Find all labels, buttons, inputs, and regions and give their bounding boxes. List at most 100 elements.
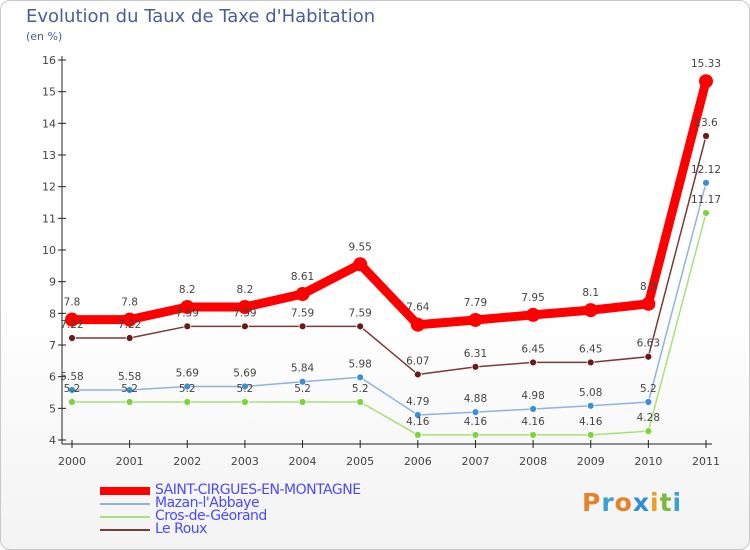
x-tick-label: 2008 (519, 455, 547, 468)
data-point (298, 322, 307, 331)
data-point (413, 431, 422, 439)
series-2 (68, 209, 710, 439)
data-label: 4.98 (521, 390, 544, 402)
x-tick-label: 2005 (346, 455, 374, 468)
data-label: 7.59 (348, 307, 371, 319)
y-tick-label: 4 (49, 434, 56, 447)
data-label: 4.88 (464, 393, 487, 405)
x-tick-label: 2006 (404, 455, 432, 468)
y-tick-label: 8 (49, 307, 56, 320)
data-label: 5.2 (352, 383, 369, 395)
legend-label: Le Roux (155, 521, 207, 537)
legend-item: SAINT-CIRGUES-EN-MONTAGNE (100, 482, 430, 498)
series-line (67, 76, 711, 330)
data-point (356, 322, 365, 331)
data-label: 6.45 (521, 343, 544, 355)
data-point (183, 322, 192, 331)
data-point (702, 209, 710, 217)
data-point (68, 334, 76, 342)
data-label: 7.59 (291, 307, 314, 319)
data-point (356, 373, 365, 382)
data-point (237, 300, 252, 314)
y-tick-label: 6 (49, 371, 56, 384)
data-label: 6.63 (637, 338, 660, 350)
data-label: 5.2 (121, 383, 138, 395)
chart-axes: 4 5 6 7 8 9 10 11 12 13 14 15 16 2000 2001 2002 2003 2004… (42, 54, 720, 468)
data-label: 4.28 (637, 412, 660, 424)
data-label: 7.22 (60, 319, 83, 331)
logo-letter: r (601, 488, 615, 517)
y-tick-label: 10 (42, 244, 56, 257)
data-point (471, 408, 480, 417)
x-tick-label: 2007 (461, 455, 489, 468)
data-point (586, 431, 595, 439)
data-label: 5.2 (294, 383, 311, 395)
data-label: 7.79 (464, 297, 487, 309)
series-line (71, 212, 707, 436)
data-label: 8.1 (582, 287, 599, 299)
legend-item: Cros-de-Géorand (100, 508, 430, 524)
y-tick-label: 12 (42, 181, 56, 194)
legend-swatch (100, 502, 150, 505)
legend-item: Mazan-l'Abbaye (100, 495, 430, 511)
data-label: 5.58 (118, 371, 141, 383)
legend-label: SAINT-CIRGUES-EN-MONTAGNE (155, 482, 361, 498)
data-label: 5.08 (579, 387, 602, 399)
data-label: 7.8 (121, 297, 138, 309)
data-point (125, 334, 134, 342)
data-point (353, 257, 368, 272)
logo-letter: i (672, 488, 683, 517)
data-point (583, 303, 598, 318)
series-line (71, 135, 707, 376)
data-point (122, 312, 137, 327)
legend-swatch (100, 486, 150, 495)
logo-letter: i (650, 488, 660, 517)
data-label: 7.59 (233, 307, 256, 319)
chart-series (65, 74, 713, 439)
series-0 (65, 74, 713, 332)
x-tick-label: 2002 (173, 455, 201, 468)
data-label: 9.55 (348, 241, 371, 253)
data-point (241, 382, 249, 391)
data-point (241, 322, 249, 331)
x-tick-label: 2000 (58, 455, 86, 468)
chart-legend: SAINT-CIRGUES-EN-MONTAGNE Mazan-l'Abbaye C… (100, 482, 430, 537)
data-label: 5.69 (233, 367, 256, 379)
logo-letter: x (632, 488, 650, 517)
data-point (295, 287, 310, 302)
data-point (699, 74, 713, 89)
data-label: 4.16 (464, 416, 488, 428)
data-label: 7.64 (406, 302, 430, 314)
data-label: 5.69 (176, 367, 199, 379)
data-label: 5.58 (60, 371, 83, 383)
data-point (529, 405, 537, 413)
data-label: 6.07 (406, 355, 429, 367)
data-point (68, 398, 76, 406)
data-point (471, 431, 480, 439)
x-tick-label: 2004 (289, 455, 317, 468)
y-tick-label: 14 (42, 117, 56, 130)
y-tick-label: 9 (49, 276, 56, 289)
legend-swatch (100, 528, 150, 531)
data-label: 6.31 (464, 348, 487, 360)
data-label: 15.33 (691, 58, 721, 70)
y-tick-label: 5 (49, 402, 56, 415)
data-point (468, 312, 483, 327)
data-label: 7.59 (176, 307, 199, 319)
data-point (183, 382, 192, 391)
data-point (529, 431, 537, 439)
logo-letter: t (659, 488, 673, 517)
y-tick-label: 15 (42, 86, 56, 99)
data-point (125, 386, 134, 394)
data-label: 6.45 (579, 343, 602, 355)
data-label: 4.16 (521, 416, 545, 428)
series-1 (68, 178, 710, 419)
data-point (702, 178, 710, 187)
data-point (471, 362, 480, 371)
x-tick-label: 2011 (692, 455, 720, 468)
data-label: 5.2 (237, 383, 254, 395)
x-tick-label: 2003 (231, 455, 259, 468)
data-point (529, 358, 537, 367)
data-label: 7.8 (64, 297, 81, 309)
x-tick-label: 2001 (116, 455, 144, 468)
